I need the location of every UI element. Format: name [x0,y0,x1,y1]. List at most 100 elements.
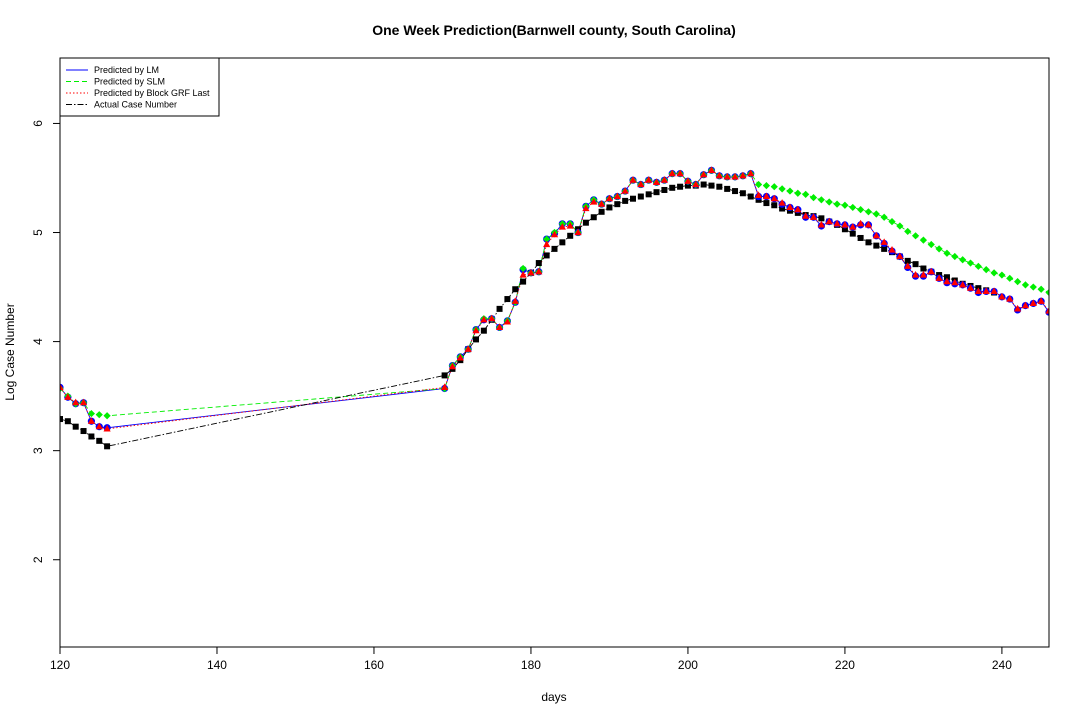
point-predicted-by-slm [825,198,833,206]
point-actual-case-number [512,286,519,293]
point-predicted-by-slm [833,200,841,208]
point-actual-case-number [473,336,480,343]
point-predicted-by-slm [919,236,928,244]
point-predicted-by-block-grf-last [723,172,731,180]
point-actual-case-number [747,193,754,200]
point-actual-case-number [543,252,550,259]
point-predicted-by-block-grf-last [888,245,896,253]
point-predicted-by-slm [872,210,880,218]
point-predicted-by-block-grf-last [574,228,582,236]
point-actual-case-number [64,418,71,425]
point-predicted-by-block-grf-last [472,326,480,334]
point-predicted-by-block-grf-last [864,220,873,228]
y-tick-label: 4 [31,338,45,345]
point-actual-case-number [849,230,856,237]
point-actual-case-number [614,201,621,208]
x-tick-label: 240 [992,658,1012,672]
point-predicted-by-block-grf-last [645,176,653,183]
point-actual-case-number [622,197,629,204]
point-predicted-by-slm [982,266,990,274]
point-predicted-by-block-grf-last [998,292,1006,300]
x-tick-label: 160 [364,658,384,672]
point-actual-case-number [818,215,825,222]
point-actual-case-number [60,416,63,423]
point-predicted-by-block-grf-last [974,287,982,295]
point-actual-case-number [677,183,684,190]
point-predicted-by-slm [95,411,103,419]
legend: Predicted by LM Predicted by SLMPredicted… [59,57,220,117]
point-actual-case-number [567,232,574,239]
point-predicted-by-block-grf-last [495,323,504,331]
point-actual-case-number [841,226,848,233]
point-predicted-by-block-grf-last [919,271,928,278]
point-predicted-by-block-grf-last [1045,307,1049,314]
point-predicted-by-slm [959,256,967,264]
point-actual-case-number [653,189,660,196]
point-predicted-by-slm [1029,283,1037,291]
point-actual-case-number [865,239,872,246]
point-predicted-by-block-grf-last [72,398,80,406]
chart-title: One Week Prediction(Barnwell county, Sou… [372,22,736,38]
point-actual-case-number [763,200,770,207]
y-tick-label: 3 [31,447,45,454]
point-predicted-by-slm [998,271,1006,279]
point-predicted-by-block-grf-last [982,287,990,295]
point-predicted-by-block-grf-last [95,422,103,430]
series-line-predicted-by-slm [60,169,1049,417]
point-actual-case-number [716,183,723,190]
point-predicted-by-slm [864,208,873,216]
y-tick-label: 5 [31,229,45,236]
point-predicted-by-block-grf-last [456,353,464,361]
x-tick-label: 180 [521,658,541,672]
point-predicted-by-block-grf-last [754,191,763,199]
point-actual-case-number [724,185,731,192]
point-predicted-by-block-grf-last [684,177,692,184]
point-actual-case-number [739,190,746,197]
point-predicted-by-slm [802,190,810,198]
point-actual-case-number [708,182,715,189]
point-actual-case-number [645,191,652,198]
point-actual-case-number [441,372,448,379]
point-predicted-by-slm [770,183,778,191]
point-predicted-by-slm [809,194,818,202]
point-actual-case-number [559,239,566,246]
point-predicted-by-block-grf-last [597,200,606,207]
point-predicted-by-block-grf-last [652,178,661,185]
point-predicted-by-block-grf-last [739,171,747,179]
point-actual-case-number [72,423,79,430]
plot-frame [59,57,1050,648]
point-predicted-by-block-grf-last [511,297,519,304]
point-predicted-by-slm [1014,278,1022,286]
point-predicted-by-block-grf-last [590,197,598,205]
point-actual-case-number [661,186,668,193]
point-predicted-by-block-grf-last [535,267,543,275]
point-predicted-by-block-grf-last [1006,295,1014,302]
point-predicted-by-block-grf-last [849,223,857,230]
series-layer [60,166,1049,450]
series-line-predicted-by-lm [60,169,1049,429]
point-predicted-by-block-grf-last [927,267,935,275]
point-actual-case-number [80,428,87,435]
point-predicted-by-block-grf-last [966,284,975,291]
point-predicted-by-block-grf-last [566,221,574,229]
point-actual-case-number [732,188,739,195]
point-predicted-by-block-grf-last [935,274,943,281]
legend-label: Actual Case Number [94,100,177,110]
point-predicted-by-block-grf-last [480,315,488,323]
point-predicted-by-block-grf-last [857,219,865,227]
point-predicted-by-block-grf-last [692,180,700,188]
point-predicted-by-slm [817,196,825,204]
axes-layer: 120 140 160 180 200 220 240 2 3 4 5 6 [31,120,1012,672]
point-actual-case-number [598,208,605,215]
point-actual-case-number [920,265,927,272]
point-predicted-by-block-grf-last [558,223,566,230]
point-predicted-by-slm [911,232,920,240]
point-predicted-by-block-grf-last [464,345,472,352]
point-predicted-by-block-grf-last [582,204,590,212]
x-tick-label: 120 [50,658,70,672]
point-predicted-by-slm [543,235,551,243]
point-actual-case-number [684,182,691,189]
legend-label: Predicted by LM [94,65,159,75]
point-predicted-by-slm [1045,288,1049,297]
point-predicted-by-block-grf-last [833,219,841,227]
